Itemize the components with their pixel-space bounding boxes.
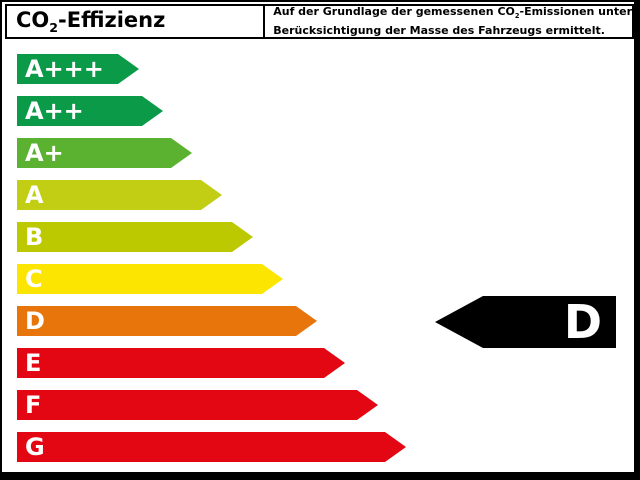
header-note-box: Auf der Grundlage der gemessenen CO2-Emi… [263,4,634,39]
label-title-box: CO2-Effizienz [5,4,266,39]
scale-bar-letter: D [25,307,45,335]
header-note-line2: Berücksichtigung der Masse des Fahrzeugs… [273,24,605,38]
note-line1-text: Auf der Grundlage der gemessenen CO [273,5,515,19]
scale-bar-rect: A [17,180,201,210]
rating-pointer-body: D [483,296,616,348]
note-line1-suffix: -Emissionen unter [519,5,633,19]
scale-bar-rect: F [17,390,357,420]
scale-bar-rect: D [17,306,296,336]
title-text: CO [16,7,50,32]
scale-bar-arrow-tip [385,432,406,462]
scale-bar-arrow-tip [324,348,345,378]
scale-bar-arrow-tip [118,54,139,84]
scale-bar-arrow-tip [232,222,253,252]
scale-bar-c: C [17,264,283,294]
scale-bar-a: A [17,180,222,210]
scale-bar-letter: G [25,433,45,461]
scale-bar-letter: A+++ [25,55,104,83]
scale-bar-letter: C [25,265,43,293]
note-line1-subscript: 2 [514,12,520,21]
page-title: CO2-Effizienz [16,8,165,35]
scale-bar-arrow-tip [171,138,192,168]
title-subscript: 2 [49,20,59,36]
scale-bar-rect: G [17,432,385,462]
scale-bar-letter: F [25,391,42,419]
scale-bar-arrow-tip [262,264,283,294]
scale-bar-letter: A++ [25,97,84,125]
scale-bar-d: D [17,306,317,336]
header: CO2-Effizienz Auf der Grundlage der geme… [5,4,634,39]
scale-bar-arrow-tip [201,180,222,210]
scale-bar-a+: A+ [17,138,192,168]
scale-bar-rect: A+ [17,138,171,168]
scale-bar-a++: A++ [17,96,163,126]
scale-bar-g: G [17,432,406,462]
scale-bar-e: E [17,348,345,378]
scale-bar-rect: B [17,222,232,252]
scale-bar-letter: A+ [25,139,64,167]
scale-bar-b: B [17,222,253,252]
header-note-line1: Auf der Grundlage der gemessenen CO2-Emi… [273,5,632,24]
scale-bar-letter: A [25,181,44,209]
scale-bar-rect: C [17,264,262,294]
scale-bar-rect: A+++ [17,54,118,84]
scale-bar-arrow-tip [357,390,378,420]
scale-bar-letter: B [25,223,44,251]
scale-bar-a+++: A+++ [17,54,139,84]
rating-pointer-arrow-icon [435,296,483,348]
scale-bar-f: F [17,390,378,420]
scale-bar-arrow-tip [142,96,163,126]
scale-bar-rect: A++ [17,96,142,126]
scale-bar-rect: E [17,348,324,378]
rating-value: D [563,295,602,349]
scale-bar-letter: E [25,349,42,377]
title-suffix: -Effizienz [58,7,166,32]
scale-bar-arrow-tip [296,306,317,336]
